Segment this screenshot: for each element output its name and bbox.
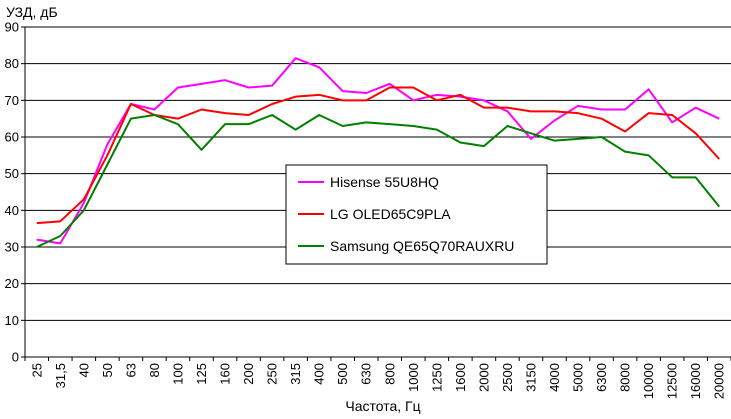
legend-label: LG OLED65C9PLA (330, 206, 451, 222)
y-tick-label: 20 (5, 276, 19, 291)
x-tick-label: 100 (170, 363, 185, 385)
x-tick-label: 1600 (453, 363, 468, 392)
x-tick-label: 80 (147, 363, 162, 377)
y-tick-label: 40 (5, 203, 19, 218)
x-tick-label: 10000 (641, 363, 656, 399)
axes (21, 26, 731, 361)
series-line-1 (36, 57, 720, 245)
x-tick-label: 8000 (618, 363, 633, 392)
x-tick-label: 25 (29, 363, 44, 377)
x-tick-label: 40 (76, 363, 91, 377)
series-line-3 (36, 114, 721, 248)
x-tick-label: 31,5 (53, 363, 68, 388)
y-tick-label: 70 (5, 93, 19, 108)
x-tick-label: 63 (123, 363, 138, 377)
x-tick-label: 2500 (500, 363, 515, 392)
x-tick-label: 250 (265, 363, 280, 385)
x-tick-label: 20000 (712, 363, 727, 399)
x-tick-label: 5000 (571, 363, 586, 392)
y-tick-label: 0 (12, 350, 19, 365)
x-tick-label: 1000 (406, 363, 421, 392)
x-tick-label: 400 (312, 363, 327, 385)
x-tick-label: 4000 (547, 363, 562, 392)
x-tick-label: 12500 (665, 363, 680, 399)
x-tick-label: 50 (100, 363, 115, 377)
y-tick-label: 80 (5, 56, 19, 71)
x-tick-label: 500 (335, 363, 350, 385)
y-tick-label: 50 (5, 166, 19, 181)
series-lines (36, 57, 721, 248)
y-tick-label: 60 (5, 130, 19, 145)
x-tick-label: 2000 (476, 363, 491, 392)
x-tick-label: 6300 (594, 363, 609, 392)
series-line-2 (36, 86, 720, 225)
legend-box (285, 164, 548, 265)
legend-label: Hisense 55U8HQ (330, 174, 439, 190)
x-tick-label: 200 (241, 363, 256, 385)
x-tick-label: 315 (288, 363, 303, 385)
y-tick-label: 90 (5, 20, 19, 35)
x-tick-label: 16000 (688, 363, 703, 399)
legend-label: Samsung QE65Q70RAUXRU (330, 238, 514, 254)
x-tick-label: 1250 (429, 363, 444, 392)
x-tick-labels: 25 31,5 40 50 63 80 100 125 160 200 250 315 400 500 63… (29, 363, 726, 399)
x-tick-label: 3150 (523, 363, 538, 392)
y-axis-label: УЗД, дБ (6, 4, 58, 20)
x-tick-label: 800 (382, 363, 397, 385)
x-tick-label: 630 (359, 363, 374, 385)
x-tick-label: 125 (194, 363, 209, 385)
y-tick-label: 30 (5, 240, 19, 255)
x-tick-label: 160 (218, 363, 233, 385)
y-tick-labels: 0 10 20 30 40 50 60 70 80 90 (5, 20, 19, 365)
y-tick-label: 10 (5, 313, 19, 328)
x-axis-label: Частота, Гц (345, 398, 420, 414)
legend: Hisense 55U8HQ LG OLED65C9PLA Samsung QE65… (285, 164, 548, 265)
